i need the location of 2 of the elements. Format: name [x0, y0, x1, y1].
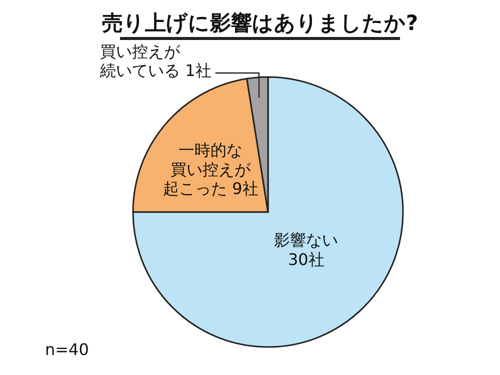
annotation: n=40	[45, 340, 89, 359]
title: 売り上げに影響はありましたか?	[102, 11, 418, 35]
